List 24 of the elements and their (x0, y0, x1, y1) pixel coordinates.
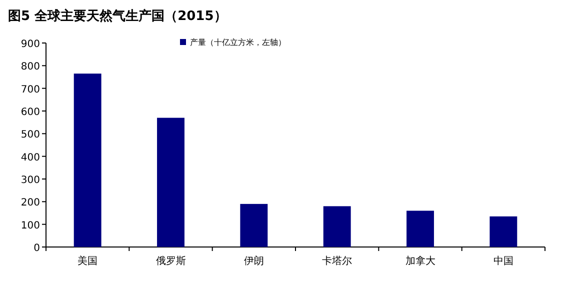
bar (490, 216, 518, 247)
y-tick-label: 300 (20, 175, 40, 186)
y-tick-label: 400 (20, 152, 40, 164)
y-tick-label: 800 (20, 62, 40, 73)
bar (323, 206, 351, 247)
bar (74, 74, 102, 247)
y-tick-label: 100 (20, 220, 40, 232)
y-tick-label: 200 (20, 198, 40, 209)
y-tick-label: 900 (20, 39, 40, 50)
x-tick-label: 俄罗斯 (156, 255, 186, 267)
legend-label: 产量（十亿立方米，左轴） (190, 38, 286, 47)
x-tick-label: 卡塔尔 (322, 255, 352, 267)
y-tick-label: 500 (20, 130, 40, 141)
y-tick-label: 700 (20, 84, 40, 96)
x-tick-label: 伊朗 (244, 255, 264, 267)
x-tick-label: 加拿大 (405, 255, 436, 267)
bar (406, 210, 434, 247)
bar (157, 118, 184, 247)
x-tick-label: 美国 (78, 255, 98, 267)
y-tick-label: 600 (20, 107, 40, 118)
x-tick-label: 中国 (493, 255, 514, 267)
bar (240, 204, 268, 247)
chart-title: 图5 全球主要天然气生产国（2015） (8, 8, 227, 24)
y-tick-label: 0 (34, 243, 40, 254)
